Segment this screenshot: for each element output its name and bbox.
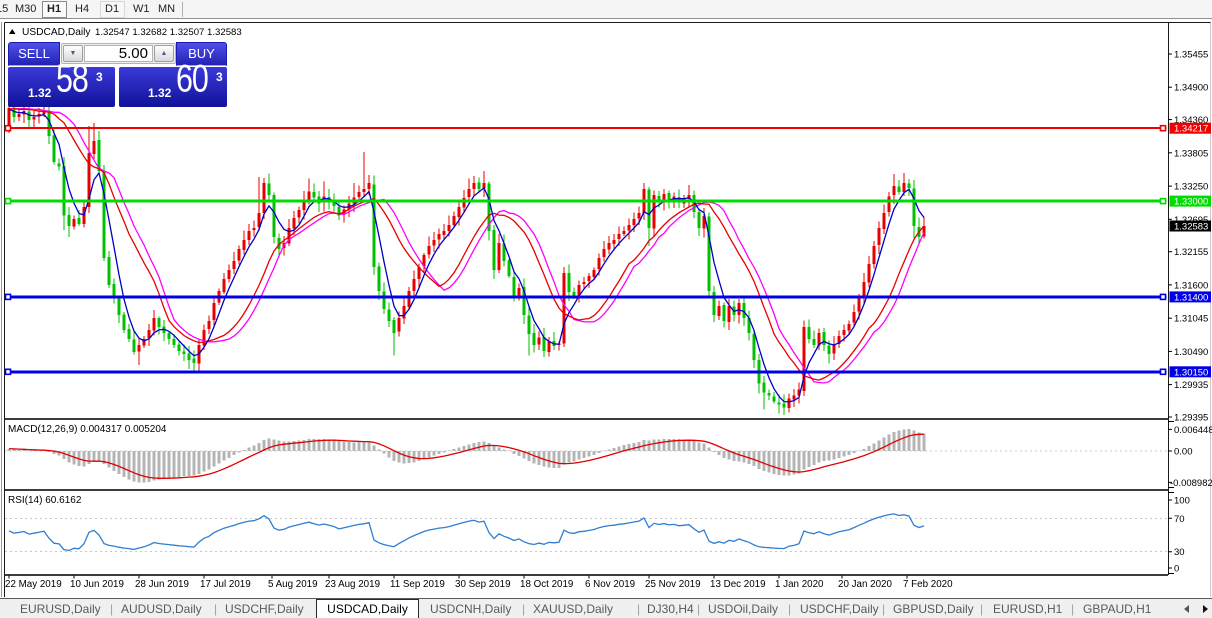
svg-text:0.00: 0.00 — [1174, 447, 1193, 458]
svg-text:1 Jan 2020: 1 Jan 2020 — [775, 579, 824, 590]
svg-text:1.29395: 1.29395 — [1174, 413, 1208, 424]
svg-text:1.33805: 1.33805 — [1174, 148, 1208, 159]
svg-text:20 Jan 2020: 20 Jan 2020 — [838, 579, 892, 590]
svg-text:0.006448: 0.006448 — [1174, 425, 1212, 436]
svg-text:100: 100 — [1174, 496, 1190, 507]
svg-text:1.30150: 1.30150 — [1174, 367, 1208, 378]
svg-text:28 Jun 2019: 28 Jun 2019 — [135, 579, 189, 590]
svg-text:30: 30 — [1174, 547, 1185, 558]
svg-text:11 Sep 2019: 11 Sep 2019 — [390, 579, 445, 590]
svg-text:1.34360: 1.34360 — [1174, 115, 1208, 126]
svg-text:1.30490: 1.30490 — [1174, 347, 1208, 358]
svg-text:1.31400: 1.31400 — [1174, 292, 1208, 303]
svg-text:1.32547 1.32682 1.32507 1.3258: 1.32547 1.32682 1.32507 1.32583 — [95, 27, 242, 38]
svg-text:5 Aug 2019: 5 Aug 2019 — [268, 579, 318, 590]
svg-text:1.32583: 1.32583 — [1174, 222, 1208, 233]
svg-text:30 Sep 2019: 30 Sep 2019 — [455, 579, 511, 590]
svg-text:-0.008982: -0.008982 — [1170, 478, 1212, 489]
svg-text:1.33000: 1.33000 — [1174, 197, 1208, 208]
svg-text:1.29935: 1.29935 — [1174, 380, 1208, 391]
svg-text:13 Dec 2019: 13 Dec 2019 — [710, 579, 766, 590]
svg-text:1.35455: 1.35455 — [1174, 50, 1208, 61]
svg-text:22 May 2019: 22 May 2019 — [5, 579, 62, 590]
svg-text:25 Nov 2019: 25 Nov 2019 — [645, 579, 701, 590]
svg-text:RSI(14) 60.6162: RSI(14) 60.6162 — [8, 495, 82, 506]
svg-text:1.32155: 1.32155 — [1174, 247, 1208, 258]
svg-text:70: 70 — [1174, 514, 1185, 525]
svg-text:23 Aug 2019: 23 Aug 2019 — [325, 579, 380, 590]
svg-text:17 Jul 2019: 17 Jul 2019 — [200, 579, 251, 590]
svg-text:0: 0 — [1174, 564, 1179, 575]
svg-text:1.34217: 1.34217 — [1174, 124, 1208, 135]
svg-text:1.31600: 1.31600 — [1174, 280, 1208, 291]
svg-text:7 Feb 2020: 7 Feb 2020 — [903, 579, 953, 590]
svg-text:1.32695: 1.32695 — [1174, 215, 1208, 226]
svg-text:MACD(12,26,9) 0.004317 0.00520: MACD(12,26,9) 0.004317 0.005204 — [8, 424, 167, 435]
svg-text:18 Oct 2019: 18 Oct 2019 — [520, 579, 573, 590]
svg-text:1.34900: 1.34900 — [1174, 83, 1208, 94]
svg-text:USDCAD,Daily: USDCAD,Daily — [22, 27, 91, 38]
svg-text:1.31045: 1.31045 — [1174, 314, 1208, 325]
svg-text:10 Jun 2019: 10 Jun 2019 — [70, 579, 124, 590]
svg-text:1.33250: 1.33250 — [1174, 182, 1208, 193]
svg-text:6 Nov 2019: 6 Nov 2019 — [585, 579, 635, 590]
